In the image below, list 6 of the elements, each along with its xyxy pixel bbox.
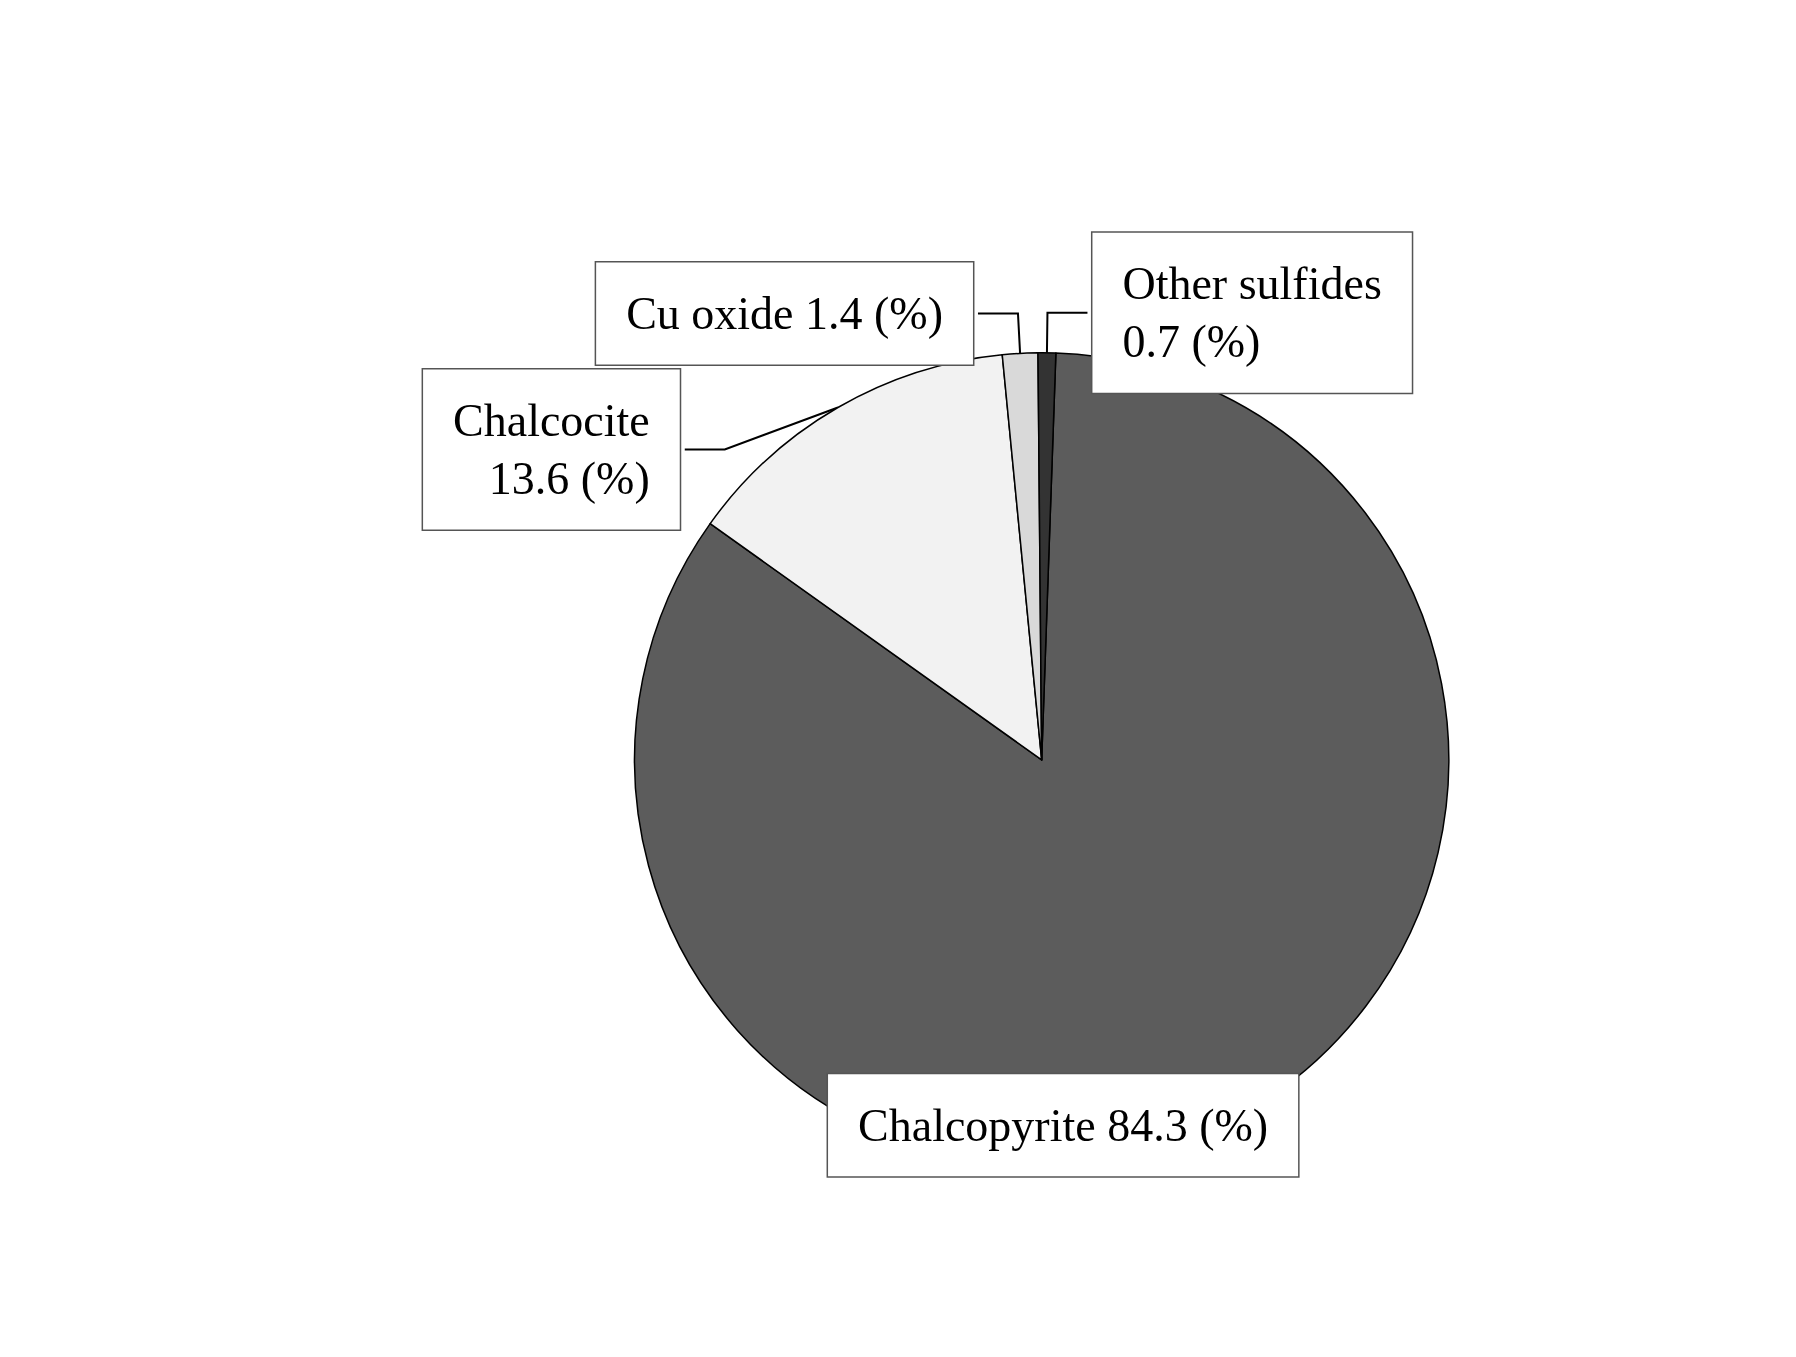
- data-label: 0.7 (%): [1122, 316, 1261, 368]
- slice-label: Other sulfides: [1122, 258, 1382, 310]
- slice-label: Chalcopyrite 84.3 (%): [858, 1099, 1269, 1151]
- data-label: 13.6 (%): [488, 452, 650, 504]
- slice-label: Chalcocite: [453, 394, 650, 446]
- slice-label: Cu oxide 1.4 (%): [626, 287, 943, 339]
